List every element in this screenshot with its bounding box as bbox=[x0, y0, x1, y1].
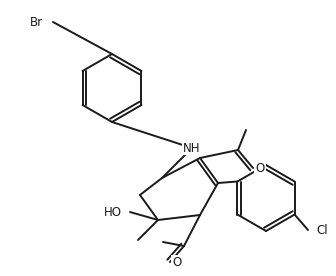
Text: O: O bbox=[255, 161, 265, 174]
Text: Br: Br bbox=[30, 15, 43, 28]
Text: Cl: Cl bbox=[316, 224, 328, 237]
Text: O: O bbox=[172, 256, 182, 269]
Text: NH: NH bbox=[183, 142, 201, 155]
Text: HO: HO bbox=[104, 206, 122, 219]
